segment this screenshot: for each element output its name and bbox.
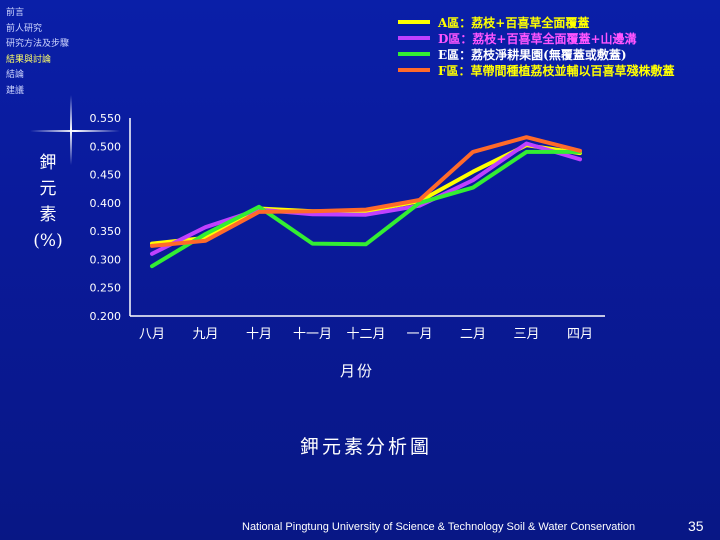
decorative-cross-horizontal <box>30 130 120 132</box>
x-tick-label: 十月 <box>246 327 272 342</box>
y-tick-label: 0.200 <box>90 310 122 323</box>
footer-institution: National Pingtung University of Science … <box>242 521 636 533</box>
x-tick-label: 二月 <box>460 327 486 342</box>
section-nav: 前言 前人研究 研究方法及步驟 結果與討論 結論 建議 <box>6 6 69 99</box>
y-tick-label: 0.450 <box>90 169 122 182</box>
nav-item-conclusion[interactable]: 結論 <box>6 70 25 80</box>
y-tick-label: 0.400 <box>90 197 122 210</box>
series-line-1 <box>150 141 582 256</box>
legend-label-e: E區：荔枝淨耕果園(無覆蓋或敷蓋) <box>438 47 627 62</box>
nav-item-methods[interactable]: 研究方法及步驟 <box>6 39 70 49</box>
nav-item-introduction[interactable]: 前言 <box>6 8 25 18</box>
x-tick-label: 一月 <box>406 327 432 342</box>
chart-legend: A區：荔枝+百喜草全面覆蓋 D區：荔枝+百喜草全面覆蓋+山邊溝 E區：荔枝淨耕果… <box>398 14 675 78</box>
y-tick-label: 0.250 <box>90 282 122 295</box>
legend-item-e: E區：荔枝淨耕果園(無覆蓋或敷蓋) <box>398 46 675 62</box>
y-axis-label: 鉀 元 素 (%) <box>33 150 63 254</box>
x-tick-label: 四月 <box>567 327 593 342</box>
y-tick-label: 0.350 <box>90 225 122 238</box>
chart-title: 鉀元素分析圖 <box>300 436 433 458</box>
legend-label-d: D區：荔枝+百喜草全面覆蓋+山邊溝 <box>438 31 637 46</box>
nav-item-suggestions[interactable]: 建議 <box>6 85 25 96</box>
legend-label-f: F區：草帶間種植荔枝並輔以百喜草殘株敷蓋 <box>438 63 675 78</box>
legend-swatch-f <box>398 68 430 72</box>
y-tick-label: 0.550 <box>90 112 122 125</box>
legend-item-a: A區：荔枝+百喜草全面覆蓋 <box>398 14 675 30</box>
series-line-2 <box>150 149 582 269</box>
y-tick-label: 0.500 <box>90 140 122 153</box>
x-tick-label: 九月 <box>192 327 218 342</box>
legend-label-a: A區：荔枝+百喜草全面覆蓋 <box>438 15 590 30</box>
legend-item-d: D區：荔枝+百喜草全面覆蓋+山邊溝 <box>398 30 675 46</box>
x-axis-label: 月份 <box>340 362 375 380</box>
y-axis-label-char: 素 <box>39 205 57 225</box>
nav-item-literature[interactable]: 前人研究 <box>6 23 43 34</box>
y-axis-label-char: 元 <box>39 179 57 199</box>
nav-item-results[interactable]: 結果與討論 <box>6 54 52 65</box>
series-line-3 <box>150 135 582 248</box>
y-axis-label-char: 鉀 <box>39 153 57 173</box>
y-axis-label-char: (%) <box>33 231 63 251</box>
x-tick-label: 十二月 <box>346 327 385 342</box>
x-tick-label: 三月 <box>513 327 539 342</box>
x-tick-label: 十一月 <box>293 327 332 342</box>
legend-swatch-e <box>398 52 430 56</box>
legend-swatch-d <box>398 36 430 40</box>
x-tick-label: 八月 <box>139 327 165 342</box>
legend-swatch-a <box>398 20 430 24</box>
page-number: 35 <box>688 518 704 534</box>
y-tick-label: 0.300 <box>90 253 122 266</box>
legend-item-f: F區：草帶間種植荔枝並輔以百喜草殘株敷蓋 <box>398 62 675 78</box>
